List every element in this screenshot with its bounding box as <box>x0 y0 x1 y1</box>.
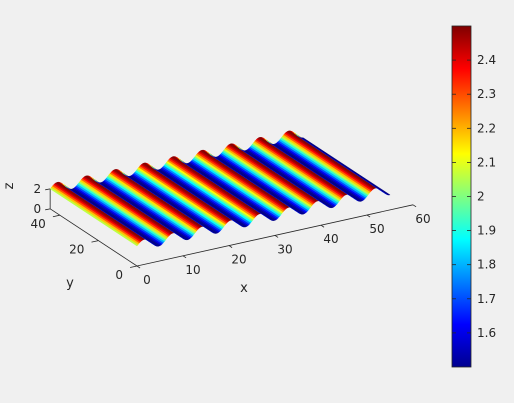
y-axis-line <box>49 208 138 267</box>
x-tick-label: 20 <box>231 253 246 267</box>
x-tick-label: 0 <box>143 273 151 287</box>
y-axis-ticks: 0 20 40 <box>31 214 138 282</box>
x-tick-mark <box>320 224 325 228</box>
x-tick-mark <box>182 255 187 259</box>
x-tick-label: 50 <box>369 222 384 236</box>
x-tick-label: 30 <box>277 242 292 256</box>
colorbar-tick-label: 1.9 <box>477 224 496 238</box>
colorbar-ticks: 1.6 1.7 1.8 1.9 2 2.1 2.2 2.3 2.4 <box>452 53 496 340</box>
y-tick-label: 20 <box>69 243 84 257</box>
surface-strip <box>301 137 391 196</box>
colorbar-tick-label: 1.8 <box>477 258 496 272</box>
x-tick-label: 10 <box>185 263 200 277</box>
z-tick-label: 2 <box>34 182 42 196</box>
colorbar-tick-label: 2.3 <box>477 87 496 101</box>
y-tick-mark <box>130 265 138 268</box>
colorbar-tick-label: 2.4 <box>477 53 496 67</box>
y-tick-label: 0 <box>115 268 123 282</box>
x-axis-ticks: 0 10 20 30 40 50 60 <box>136 204 431 287</box>
y-tick-label: 40 <box>31 217 46 231</box>
colorbar-tick-label: 1.7 <box>477 292 496 306</box>
z-tick-label: 0 <box>34 202 42 216</box>
x-tick-mark <box>274 235 279 238</box>
x-tick-mark <box>412 204 417 208</box>
x-tick-mark <box>228 245 233 248</box>
x-tick-mark <box>136 265 141 269</box>
colorbar-tick-label: 2 <box>477 190 485 204</box>
z-axis-label: z <box>2 182 17 189</box>
y-tick-mark <box>91 240 99 243</box>
x-axis-label: x <box>240 281 248 296</box>
z-tick-mark <box>45 188 51 191</box>
colorbar-tick-label: 1.6 <box>477 326 496 340</box>
y-axis-label: y <box>66 276 74 291</box>
colorbar-tick-label: 2.1 <box>477 155 496 169</box>
x-tick-label: 40 <box>323 232 338 246</box>
x-tick-label: 60 <box>415 212 430 226</box>
z-axis-ticks: 02 <box>34 182 51 216</box>
surface-plot <box>49 130 391 247</box>
colorbar: 1.6 1.7 1.8 1.9 2 2.1 2.2 2.3 2.4 <box>451 25 496 368</box>
x-tick-mark <box>366 214 371 218</box>
colorbar-tick-label: 2.2 <box>477 121 496 135</box>
z-tick-mark <box>45 208 51 211</box>
y-tick-mark <box>52 214 60 218</box>
